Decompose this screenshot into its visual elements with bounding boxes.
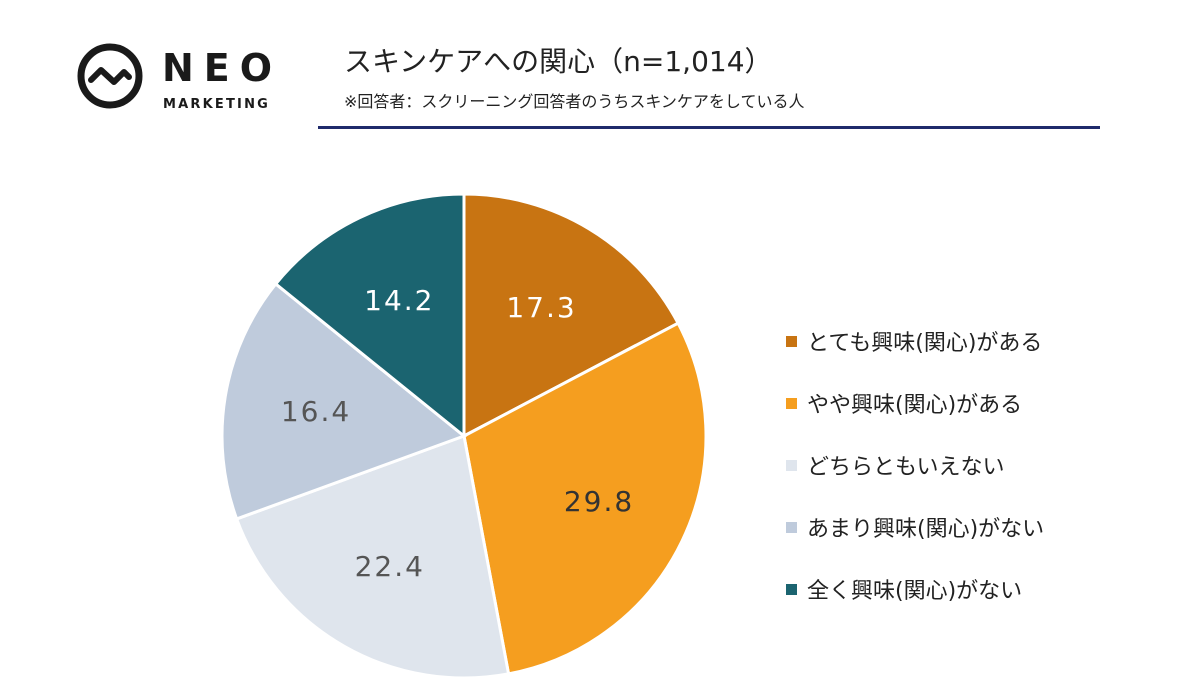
legend-item-2: やや興味(関心)がある bbox=[786, 372, 1044, 434]
legend-item-1: とても興味(関心)がある bbox=[786, 310, 1044, 372]
pie-slice-3 bbox=[234, 433, 511, 680]
legend-item-4: あまり興味(関心)がない bbox=[786, 496, 1044, 558]
neo-marketing-logo: NEO MARKETING bbox=[76, 42, 316, 122]
legend-swatch-5 bbox=[786, 583, 797, 595]
title-underline bbox=[318, 126, 1100, 129]
chart-legend: とても興味(関心)がある やや興味(関心)がある どちらともいえないあまり興味(関心… bbox=[786, 310, 1044, 620]
pie-slice-label-3: 22.4 bbox=[355, 550, 425, 583]
pie-slice-label-2: 29.8 bbox=[564, 485, 634, 518]
pie-slice-label-5: 14.2 bbox=[364, 284, 434, 317]
legend-swatch-4 bbox=[786, 521, 797, 533]
logo-wave-icon bbox=[77, 43, 143, 109]
legend-label-3: どちらともいえない bbox=[807, 455, 1005, 480]
legend-label-1: とても興味(関心)がある bbox=[807, 331, 1043, 356]
pie-slice-5 bbox=[273, 192, 466, 440]
legend-label-4: あまり興味(関心)がない bbox=[807, 517, 1045, 542]
chart-subtitle: ※回答者：スクリーニング回答者のうちスキンケアをしている人 bbox=[344, 92, 805, 111]
logo-subtitle: MARKETING bbox=[163, 97, 271, 112]
pie-slice-label-4: 16.4 bbox=[281, 395, 351, 428]
pie-slice-1 bbox=[462, 192, 681, 439]
legend-label-2: やや興味(関心)がある bbox=[807, 393, 1023, 418]
legend-item-5: 全く興味(関心)がない bbox=[786, 558, 1044, 620]
legend-swatch-1 bbox=[786, 335, 797, 347]
logo-name: NEO bbox=[162, 46, 283, 90]
pie-slice-2 bbox=[462, 321, 708, 676]
pie-slice-4 bbox=[220, 281, 468, 521]
pie-slice-label-1: 17.3 bbox=[506, 291, 576, 324]
legend-swatch-2 bbox=[786, 397, 797, 409]
chart-title: スキンケアへの関心（n=1,014） bbox=[344, 45, 773, 78]
legend-label-5: 全く興味(関心)がない bbox=[807, 579, 1023, 604]
legend-swatch-3 bbox=[786, 459, 797, 471]
legend-item-3: どちらともいえない bbox=[786, 434, 1044, 496]
